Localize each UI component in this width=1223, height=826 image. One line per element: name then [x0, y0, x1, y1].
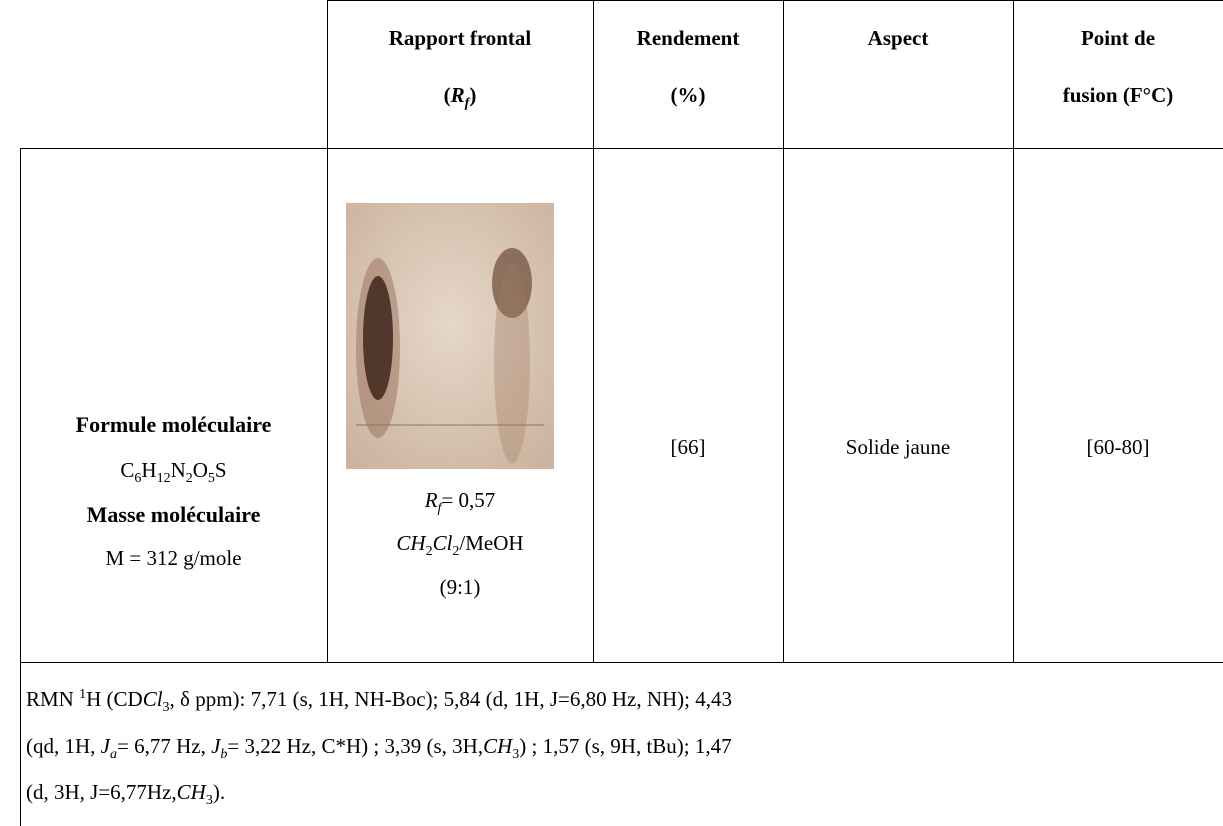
header-cell: Rapport frontal [327, 26, 593, 50]
text-part: Rendement [637, 26, 740, 50]
header-cell: Point de [1013, 26, 1223, 50]
text-part: fusion (F°C) [1063, 83, 1174, 107]
text-part: , δ ppm): 7,71 (s, 1H, NH-Boc); 5,84 (d,… [170, 687, 732, 711]
header-cell: fusion (F°C) [1013, 83, 1223, 107]
formula: C6H12N2O5S [20, 458, 327, 482]
text-part: 3 [206, 793, 213, 808]
header-cell: (%) [593, 83, 783, 107]
note-line: (d, 3H, J=6,77Hz,CH3). [26, 780, 225, 804]
text-part: = 6,77 Hz, [117, 734, 211, 758]
text-part: Point de [1081, 26, 1155, 50]
text-part: ). [213, 780, 225, 804]
rf: Rf= 0,57 [327, 488, 593, 512]
melting-point: [60-80] [1013, 435, 1223, 459]
header-cell: Aspect [783, 26, 1013, 50]
text-part: Aspect [868, 26, 929, 50]
text-part: ( [444, 83, 451, 107]
text-part: (%) [671, 83, 706, 107]
text-part: N [171, 458, 186, 482]
mass: M = 312 g/mole [20, 546, 327, 570]
note-line: (qd, 1H, Ja= 6,77 Hz, Jb= 3,22 Hz, C*H) … [26, 734, 732, 758]
ratio: (9:1) [327, 575, 593, 599]
header-cell: (Rf) [327, 83, 593, 107]
tlc-plate [346, 203, 554, 469]
page: Rapport frontal (Rf) Rendement (%) Aspec… [0, 0, 1223, 826]
text-part: ) ; 1,57 (s, 9H, tBu); 1,47 [519, 734, 731, 758]
text-part: CH [177, 780, 206, 804]
border [20, 148, 21, 826]
header-cell: Rendement [593, 26, 783, 50]
text-part: R [451, 83, 465, 107]
border [20, 148, 1223, 149]
text-part: 12 [157, 471, 171, 486]
text-part: CH [483, 734, 512, 758]
yield: [66] [593, 435, 783, 459]
text-part: S [215, 458, 227, 482]
text-part: Cl [143, 687, 163, 711]
text-part: Rapport frontal [389, 26, 532, 50]
text-part: 2 [186, 471, 193, 486]
text-part: 3 [163, 700, 170, 715]
text-part: Cl [433, 531, 453, 555]
border [327, 0, 1223, 1]
text-part: /MeOH [459, 531, 523, 555]
border [783, 0, 784, 662]
text-part: (d, 3H, J=6,77Hz, [26, 780, 177, 804]
eluent: CH2Cl2/MeOH [327, 531, 593, 555]
border [20, 662, 1223, 663]
text-part: = 3,22 Hz, C*H) ; 3,39 (s, 3H, [227, 734, 483, 758]
text-part: H [141, 458, 156, 482]
text-part: = 0,57 [441, 488, 495, 512]
text-part: R [425, 488, 438, 512]
aspect: Solide jaune [783, 435, 1013, 459]
text-part: O [193, 458, 208, 482]
note-line: RMN 1H (CDCl3, δ ppm): 7,71 (s, 1H, NH-B… [26, 687, 732, 711]
text-part: ) [469, 83, 476, 107]
text-part: J [101, 734, 110, 758]
text-part: (qd, 1H, [26, 734, 101, 758]
text-part: CH [396, 531, 425, 555]
text-part: 5 [208, 471, 215, 486]
text-part: RMN [26, 687, 79, 711]
text-part: H (CD [86, 687, 143, 711]
mass-label: Masse moléculaire [20, 503, 327, 527]
formula-label: Formule moléculaire [20, 413, 327, 437]
text-part: 2 [426, 544, 433, 559]
text-part: C [120, 458, 134, 482]
text-part: a [110, 747, 117, 762]
